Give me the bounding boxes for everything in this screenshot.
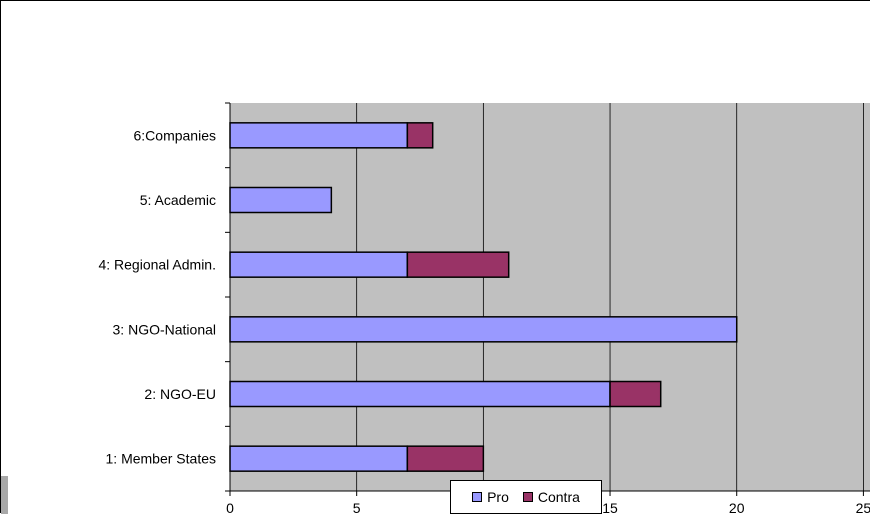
category-label-2: 2: NGO-EU <box>144 386 216 402</box>
x-tick-label-5: 5 <box>353 500 361 514</box>
corner-mark <box>1 476 8 514</box>
bar-contra-4 <box>406 251 510 278</box>
bar-pro-4 <box>229 251 409 278</box>
legend-swatch-pro <box>472 492 483 502</box>
bar-pro-2 <box>229 380 611 408</box>
bar-pro-5 <box>229 186 333 214</box>
bar-pro-6 <box>229 122 409 149</box>
legend-item-pro: Pro <box>472 489 509 505</box>
bar-contra-6 <box>406 122 434 149</box>
bar-contra-1 <box>406 445 485 472</box>
legend-item-contra: Contra <box>522 489 580 505</box>
x-tick-label-20: 20 <box>729 500 745 514</box>
category-label-4: 4: Regional Admin. <box>98 257 216 273</box>
bar-pro-1 <box>229 445 409 472</box>
bar-contra-2 <box>609 380 662 408</box>
category-label-3: 3: NGO-National <box>113 321 216 337</box>
x-tick-label-0: 0 <box>226 500 234 514</box>
x-tick-label-25: 25 <box>856 500 870 514</box>
category-label-6: 6:Companies <box>134 127 217 143</box>
plot-area <box>230 103 870 491</box>
legend-swatch-contra <box>522 492 533 502</box>
legend: Pro Contra <box>450 480 602 514</box>
legend-label-contra: Contra <box>537 489 580 505</box>
x-tick-label-15: 15 <box>602 500 618 514</box>
category-label-1: 1: Member States <box>106 451 217 467</box>
category-label-5: 5: Academic <box>140 192 216 208</box>
bar-pro-3 <box>229 316 738 343</box>
legend-label-pro: Pro <box>487 489 509 505</box>
